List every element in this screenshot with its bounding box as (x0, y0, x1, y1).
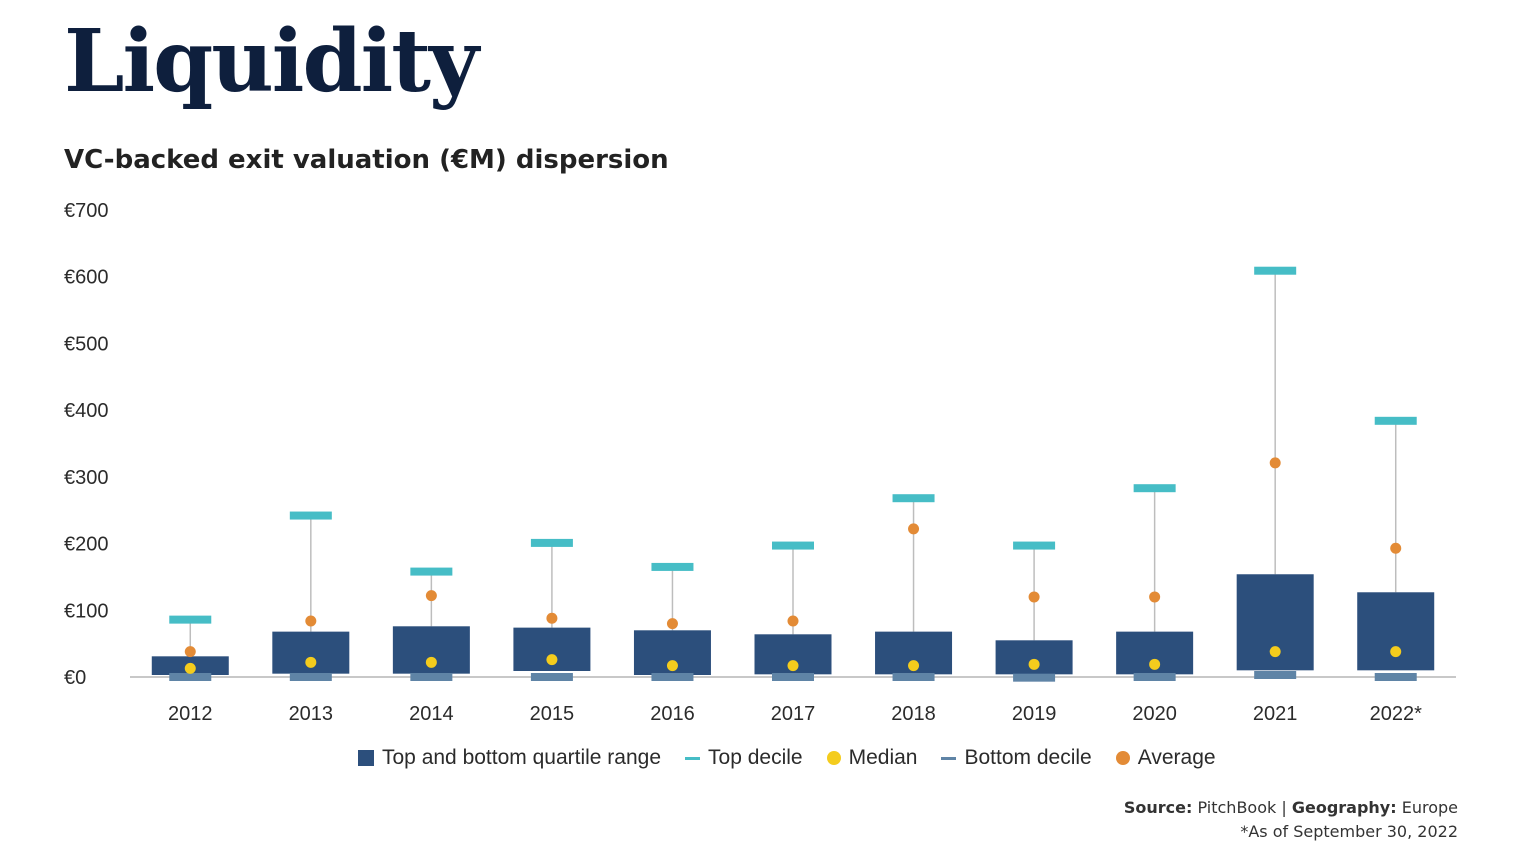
median-point (666, 660, 678, 672)
source-label: Source: (1123, 798, 1193, 817)
x-tick-label: 2022* (1370, 703, 1422, 725)
y-tick-label: €0 (64, 667, 86, 689)
average-point (305, 615, 317, 627)
x-tick-label: 2016 (650, 703, 695, 725)
bottom-decile-marker (1133, 673, 1176, 681)
bottom-decile-marker (1013, 673, 1056, 682)
average-point (1149, 591, 1161, 603)
y-tick-label: €400 (64, 400, 109, 422)
bottom-decile-marker (289, 673, 332, 681)
x-tick-label: 2015 (530, 703, 575, 725)
average-point (787, 615, 799, 627)
legend-label-bottom-decile: Bottom decile (964, 746, 1092, 769)
bottom-decile-marker (1374, 673, 1417, 681)
average-point (1390, 542, 1402, 554)
bottom-decile-marker (772, 673, 814, 681)
top-decile-marker (1254, 266, 1297, 275)
y-tick-label: €500 (64, 333, 109, 355)
x-tick-label: 2019 (1012, 703, 1057, 725)
top-decile-marker (651, 562, 694, 571)
legend-label-top-decile: Top decile (708, 746, 803, 769)
average-point (184, 646, 196, 658)
legend-item-quartile: Top and bottom quartile range (358, 746, 661, 770)
x-tick-label: 2017 (771, 703, 816, 725)
y-tick-label: €200 (64, 534, 109, 556)
legend-item-average: Average (1115, 746, 1216, 770)
legend-swatch-average (1115, 751, 1130, 765)
median-point (908, 660, 920, 672)
quartile-box (1357, 592, 1435, 671)
legend-swatch-median (826, 751, 841, 765)
y-tick-label: €300 (64, 467, 109, 489)
legend-item-bottom-decile: Bottom decile (941, 746, 1092, 770)
y-tick-label: €100 (64, 600, 109, 622)
average-point (1269, 457, 1281, 469)
chart-legend: Top and bottom quartile range Top decile… (358, 746, 1240, 770)
x-tick-label: 2018 (891, 703, 936, 725)
bottom-decile-marker (530, 673, 573, 681)
top-decile-marker (530, 538, 573, 547)
bottom-decile-marker (892, 673, 935, 681)
median-point (787, 660, 799, 672)
x-tick-label: 2013 (289, 703, 334, 725)
top-decile-marker (410, 567, 453, 576)
legend-label-average: Average (1137, 746, 1216, 769)
y-tick-label: €600 (64, 267, 109, 289)
median-point (305, 656, 317, 668)
bottom-decile-marker (169, 673, 212, 681)
footnote: *As of September 30, 2022 (1240, 822, 1458, 841)
average-point (546, 612, 558, 624)
legend-item-median: Median (826, 746, 918, 770)
legend-swatch-bottom-decile (941, 756, 957, 760)
source-separator: | (1281, 798, 1287, 817)
x-tick-label: 2012 (168, 703, 213, 725)
average-point (908, 523, 920, 535)
average-point (425, 590, 437, 602)
top-decile-marker (892, 494, 935, 503)
median-point (1390, 646, 1402, 658)
median-point (1149, 658, 1161, 670)
top-decile-marker (1013, 541, 1056, 550)
y-tick-label: €700 (64, 200, 109, 222)
geography-label: Geography: (1291, 798, 1397, 817)
bottom-decile-marker (1254, 670, 1297, 679)
page-title: Liquidity (64, 11, 479, 112)
bottom-decile-marker (651, 673, 694, 681)
median-point (184, 662, 196, 674)
x-tick-label: 2020 (1132, 703, 1177, 725)
top-decile-marker (1374, 416, 1417, 425)
average-point (666, 618, 678, 630)
legend-swatch-quartile (358, 750, 374, 766)
source-line: Source: PitchBook | Geography: Europe (1124, 796, 1458, 820)
median-point (425, 656, 437, 668)
legend-item-top-decile: Top decile (685, 746, 803, 770)
source-value: PitchBook (1197, 798, 1277, 817)
chart-subtitle: VC-backed exit valuation (€M) dispersion (64, 145, 669, 175)
x-tick-label: 2021 (1253, 703, 1298, 725)
top-decile-marker (169, 615, 212, 624)
median-point (1028, 658, 1040, 670)
median-point (1269, 646, 1281, 658)
legend-swatch-top-decile (685, 756, 701, 760)
geography-value: Europe (1401, 798, 1458, 817)
legend-label-median: Median (848, 746, 918, 769)
top-decile-marker (289, 511, 332, 520)
top-decile-marker (772, 541, 814, 550)
x-tick-label: 2014 (409, 703, 454, 725)
bottom-decile-marker (410, 673, 453, 681)
legend-label-quartile: Top and bottom quartile range (382, 746, 662, 769)
average-point (1028, 591, 1040, 603)
source-note: Source: PitchBook | Geography: Europe *A… (1124, 796, 1458, 844)
top-decile-marker (1133, 484, 1176, 493)
median-point (546, 654, 558, 666)
